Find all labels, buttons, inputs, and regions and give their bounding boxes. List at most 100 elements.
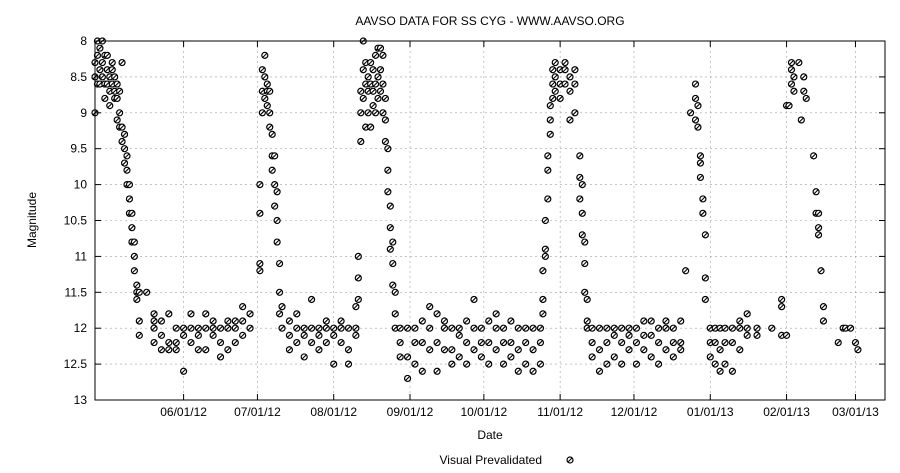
data-point [595, 346, 604, 354]
data-point [364, 73, 372, 81]
data-point [654, 338, 663, 347]
data-point [293, 338, 301, 347]
data-point [736, 317, 744, 325]
data-point [507, 338, 515, 347]
data-point [143, 288, 151, 296]
data-point [544, 195, 552, 203]
x-tick-label: 02/01/13 [763, 405, 810, 419]
data-point [618, 360, 626, 368]
data-point [647, 353, 655, 361]
data-point [194, 324, 202, 332]
data-point [258, 66, 266, 74]
data-point [354, 295, 362, 304]
data-point [389, 281, 397, 289]
data-point [202, 310, 210, 318]
data-point [300, 324, 308, 332]
data-point [551, 58, 559, 67]
data-point [128, 209, 136, 217]
data-point [492, 310, 500, 318]
data-point [448, 324, 456, 332]
data-point [571, 66, 579, 74]
data-point [379, 109, 387, 117]
data-point [367, 58, 375, 67]
data-point [696, 152, 705, 160]
data-point [463, 360, 471, 368]
x-tick-label: 06/01/12 [160, 405, 207, 419]
data-point [588, 353, 596, 361]
y-tick-label: 8.5 [70, 70, 87, 84]
data-point [125, 181, 134, 189]
data-point [367, 123, 375, 131]
data-point [610, 324, 618, 332]
data-point [556, 94, 564, 103]
data-point [677, 317, 685, 325]
data-point [706, 338, 714, 347]
data-point [231, 317, 239, 325]
data-point [165, 346, 173, 354]
data-point [819, 303, 828, 311]
data-point [216, 353, 225, 361]
data-point [551, 73, 559, 81]
axis-ticks [95, 40, 885, 401]
data-point [261, 73, 269, 81]
data-point [514, 367, 522, 375]
data-point [854, 346, 862, 354]
data-point [669, 353, 677, 361]
data-point [106, 73, 114, 81]
data-point [150, 338, 158, 347]
data-point [172, 346, 180, 354]
data-point [376, 66, 385, 74]
data-point [369, 87, 377, 95]
data-point [133, 281, 141, 289]
data-point [812, 188, 820, 196]
data-point [246, 310, 254, 318]
data-point [275, 288, 284, 296]
data-point [202, 346, 210, 354]
data-point [179, 367, 188, 375]
data-point [768, 324, 776, 332]
data-point [357, 109, 365, 117]
data-point [817, 267, 825, 275]
data-point [106, 102, 114, 110]
data-point [315, 331, 323, 339]
x-tick-label: 01/01/13 [687, 405, 734, 419]
data-point [603, 338, 611, 347]
data-point [403, 353, 412, 361]
data-point [463, 317, 471, 325]
x-tick-label: 08/01/12 [310, 405, 357, 419]
data-point [851, 338, 860, 347]
data-point [202, 324, 210, 332]
data-point [374, 73, 382, 81]
data-point [571, 109, 579, 117]
data-point [522, 324, 530, 332]
data-point [381, 116, 390, 124]
data-point [800, 87, 808, 95]
data-point [411, 338, 419, 347]
data-point [610, 331, 618, 339]
data-point [172, 338, 180, 347]
data-point [795, 58, 803, 67]
legend-marker [566, 456, 574, 464]
data-point [701, 231, 709, 239]
data-point [701, 274, 709, 282]
data-point [271, 152, 279, 160]
data-point [581, 288, 589, 296]
data-point [588, 324, 596, 332]
data-point [275, 310, 284, 318]
data-point [549, 66, 557, 74]
data-point [374, 94, 382, 103]
data-point [371, 51, 380, 59]
data-point [256, 267, 264, 275]
data-point [814, 231, 823, 239]
data-point [529, 346, 537, 354]
data-point [130, 267, 138, 275]
data-point [549, 80, 557, 88]
data-point [625, 331, 633, 339]
data-point [632, 338, 641, 347]
data-point [386, 202, 394, 210]
x-tick-labels: 06/01/12 07/01/12 08/01/12 09/01/12 10/01/12… [160, 405, 879, 419]
data-point [625, 346, 633, 354]
data-point [391, 288, 399, 296]
data-point [209, 331, 217, 339]
data-point [157, 317, 166, 325]
